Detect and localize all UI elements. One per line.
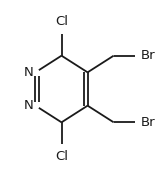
Text: Cl: Cl: [55, 150, 68, 163]
Text: Br: Br: [141, 49, 156, 62]
Text: N: N: [24, 66, 34, 79]
Text: Cl: Cl: [55, 15, 68, 28]
Text: Br: Br: [141, 116, 156, 129]
Text: N: N: [24, 99, 34, 112]
